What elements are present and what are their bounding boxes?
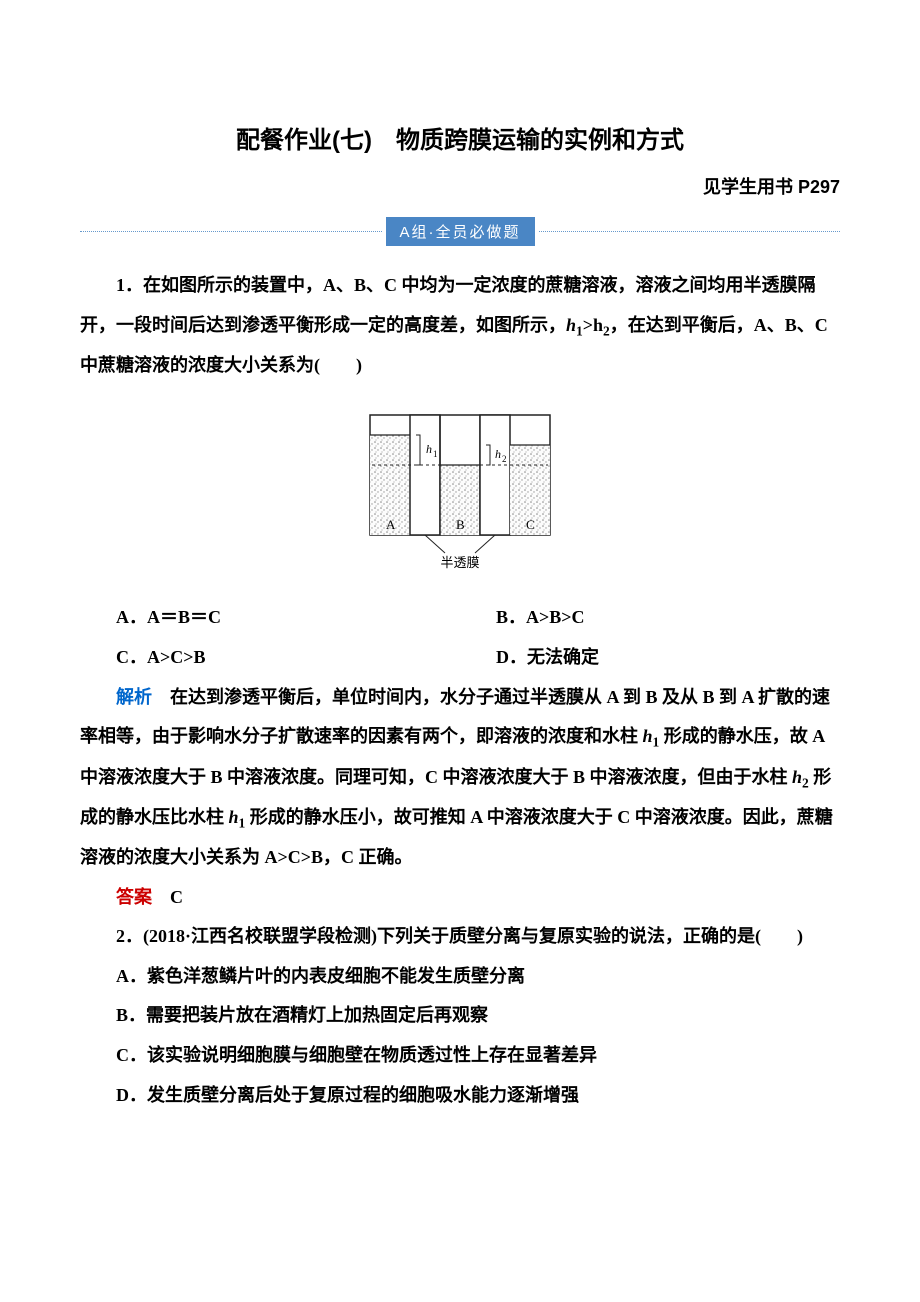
q1-stem: 1．在如图所示的装置中，A、B、C 中均为一定浓度的蔗糖溶液，溶液之间均用半透膜… [80, 266, 840, 385]
svg-text:1: 1 [433, 449, 438, 459]
svg-text:C: C [526, 517, 535, 532]
q1-h-sub-1: 1 [576, 323, 583, 338]
q2-option-c: C．该实验说明细胞膜与细胞壁在物质透过性上存在显著差异 [80, 1036, 840, 1076]
svg-text:2: 2 [502, 454, 507, 464]
q1-answer: 答案 C [80, 878, 840, 918]
q2-option-a: A．紫色洋葱鳞片叶的内表皮细胞不能发生质壁分离 [80, 957, 840, 997]
svg-text:A: A [386, 517, 396, 532]
osmosis-diagram: h 1 h 2 A B C 半透膜 [350, 405, 570, 575]
figure-caption: 半透膜 [440, 555, 479, 570]
page-title: 配餐作业(七) 物质跨膜运输的实例和方式 [80, 120, 840, 155]
jiexi-h2-sub: 2 [802, 775, 809, 790]
q1-option-d: D．无法确定 [460, 638, 840, 678]
divider-badge: A组·全员必做题 [386, 217, 535, 246]
jiexi-h1: h [643, 726, 653, 746]
q1-answer-value: C [152, 887, 183, 907]
q2-option-b: B．需要把装片放在酒精灯上加热固定后再观察 [80, 996, 840, 1036]
jiexi-label: 解析 [116, 687, 152, 707]
svg-text:h: h [426, 442, 432, 456]
page-subtitle: 见学生用书 P297 [80, 173, 840, 199]
q1-option-b: B．A>B>C [460, 598, 840, 638]
divider-line-left [80, 231, 382, 232]
svg-text:B: B [456, 517, 465, 532]
q1-h-var-1: h [566, 315, 576, 335]
section-divider: A组·全员必做题 [80, 217, 840, 246]
daan-label: 答案 [116, 887, 152, 907]
q1-explanation: 解析 在达到渗透平衡后，单位时间内，水分子通过半透膜从 A 到 B 及从 B 到… [80, 678, 840, 878]
svg-text:h: h [495, 447, 501, 461]
q2-stem: 2．(2018·江西名校联盟学段检测)下列关于质壁分离与复原实验的说法，正确的是… [80, 917, 840, 957]
q1-option-a: A．A＝B＝C [80, 598, 460, 638]
q1-h-sub-2: 2 [603, 323, 610, 338]
divider-line-right [539, 231, 841, 232]
q1-gt-1: >h [583, 315, 603, 335]
jiexi-h1b: h [229, 807, 239, 827]
q2-option-d: D．发生质壁分离后处于复原过程的细胞吸水能力逐渐增强 [80, 1076, 840, 1116]
q1-figure: h 1 h 2 A B C 半透膜 [80, 405, 840, 580]
q1-option-c: C．A>C>B [80, 638, 460, 678]
jiexi-h2: h [792, 767, 802, 787]
